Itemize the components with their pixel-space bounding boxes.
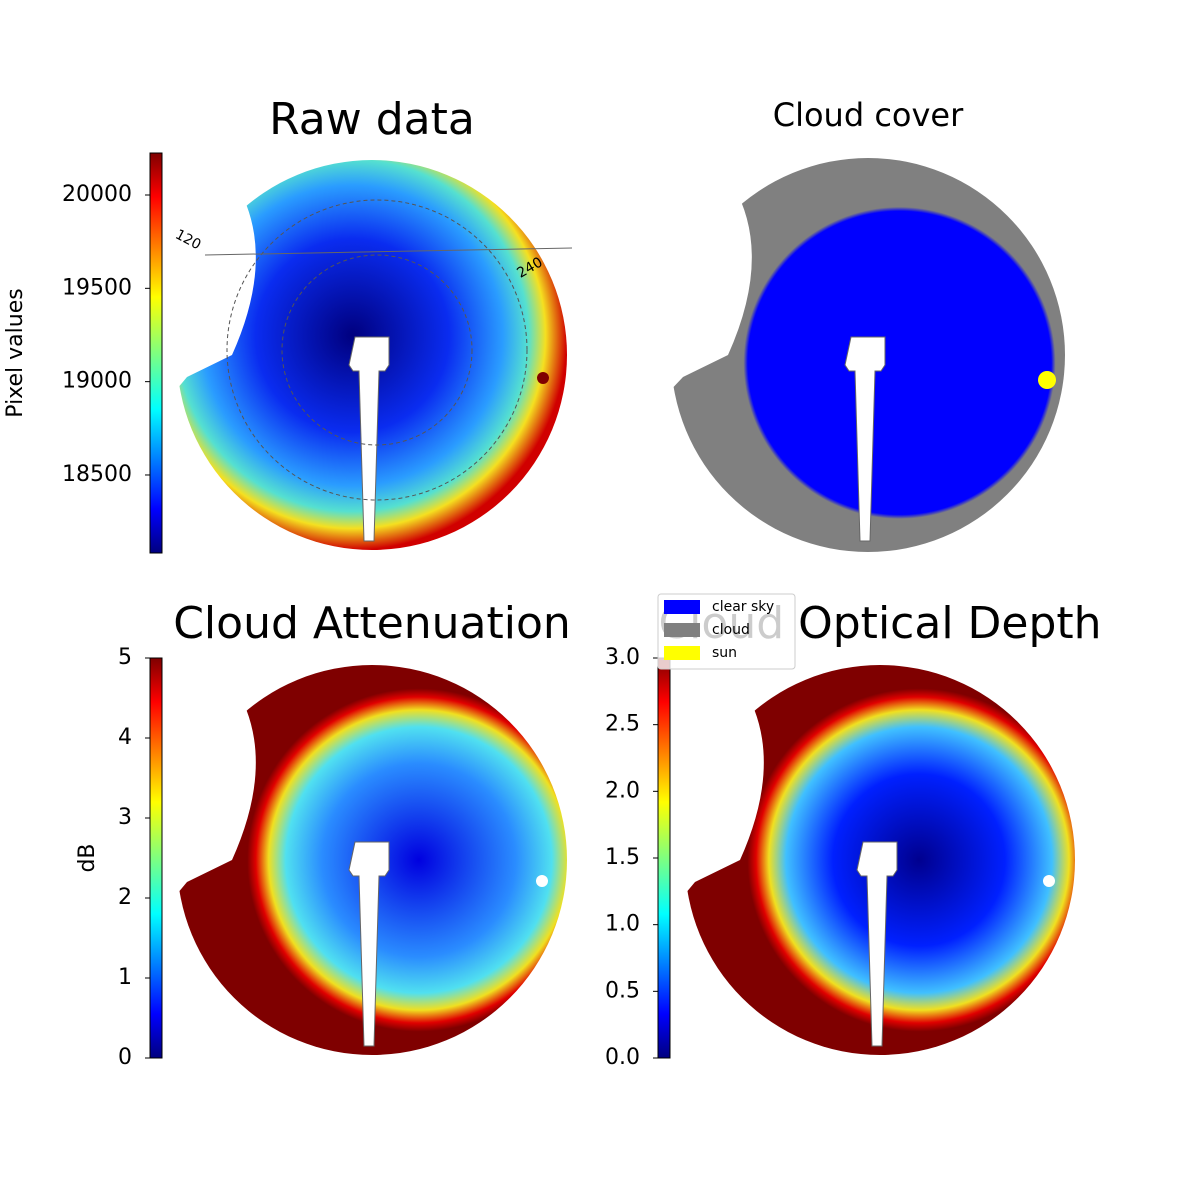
colorbar-tick-label: 0 bbox=[118, 1045, 132, 1070]
polar-spoke bbox=[204, 247, 573, 256]
colorbar bbox=[657, 657, 671, 1059]
colorbar-tick-label: 2 bbox=[118, 885, 132, 910]
colorbar-tick-label: 4 bbox=[118, 725, 132, 750]
colorbar-tick-label: 20000 bbox=[62, 182, 132, 207]
legend-swatch bbox=[664, 646, 700, 660]
sensor-arm bbox=[844, 336, 886, 542]
colorbar-tick-label: 0.0 bbox=[605, 1045, 640, 1070]
panel-title: Cloud Attenuation bbox=[173, 598, 571, 649]
legend-label: clear sky bbox=[712, 599, 774, 615]
sun-spot bbox=[1038, 371, 1056, 389]
colorbar-label: dB bbox=[75, 843, 100, 872]
colorbar-tick-label: 19000 bbox=[62, 369, 132, 394]
colorbar-tick-label: 18500 bbox=[62, 462, 132, 487]
colorbar-label: Pixel values bbox=[3, 288, 28, 417]
colorbar-tick-label: 3.0 bbox=[605, 645, 640, 670]
colorbar-tick-label: 3 bbox=[118, 805, 132, 830]
panel-title: Cloud cover bbox=[773, 96, 964, 134]
sky-images bbox=[172, 158, 1075, 1055]
sensor-arm bbox=[856, 841, 898, 1047]
polar-grid bbox=[226, 199, 528, 501]
colorbar-tick-label: 1.5 bbox=[605, 845, 640, 870]
legend: clear sky cloud sun bbox=[657, 593, 796, 670]
horizon-mask bbox=[666, 158, 752, 395]
panel-title: Raw data bbox=[269, 94, 475, 145]
horizon-mask bbox=[172, 160, 256, 395]
legend-label: sun bbox=[712, 645, 737, 661]
colorbar-tick-label: 5 bbox=[118, 645, 132, 670]
colorbar-tick-label: 0.5 bbox=[605, 978, 640, 1003]
colorbar-tick-label: 1.0 bbox=[605, 912, 640, 937]
horizon-mask bbox=[172, 665, 256, 900]
colorbar-tick-label: 1 bbox=[118, 965, 132, 990]
legend-swatch bbox=[664, 600, 700, 614]
sun-spot bbox=[537, 372, 549, 384]
colorbar-tick-label: 19500 bbox=[62, 275, 132, 300]
colorbar-tick-label: 2.5 bbox=[605, 712, 640, 737]
sensor-arm bbox=[348, 336, 390, 542]
legend-swatch bbox=[664, 623, 700, 637]
sun-spot bbox=[1043, 875, 1055, 887]
colorbar bbox=[149, 152, 163, 554]
horizon-mask bbox=[680, 665, 764, 900]
polar-grid bbox=[281, 254, 473, 446]
legend-label: cloud bbox=[712, 622, 750, 638]
sensor-arm bbox=[348, 841, 390, 1047]
sun-spot bbox=[536, 875, 548, 887]
colorbar bbox=[149, 657, 163, 1059]
colorbar-tick-label: 2.0 bbox=[605, 778, 640, 803]
